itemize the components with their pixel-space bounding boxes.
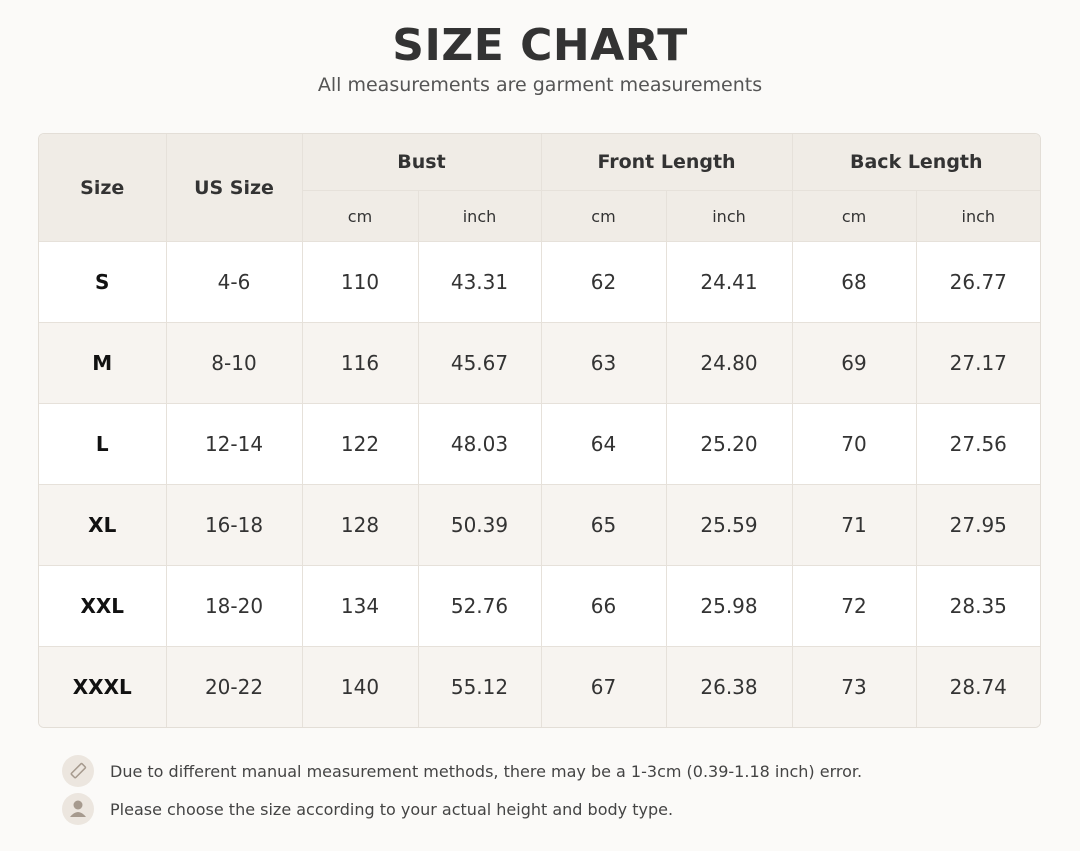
table-cell: 68 — [791, 241, 917, 323]
table-cell: 71 — [791, 484, 917, 566]
table-cell: 24.80 — [665, 322, 793, 404]
unit-header: cm — [791, 190, 917, 242]
table-row: XL 16-18 128 50.39 65 25.59 71 27.95 — [39, 484, 1040, 566]
table-cell: 122 — [301, 403, 419, 485]
table-cell: 116 — [301, 322, 419, 404]
unit-header: cm — [302, 190, 419, 242]
column-header: Size — [39, 134, 167, 242]
note: Due to different manual measurement meth… — [62, 755, 862, 787]
table-cell: 50.39 — [417, 484, 542, 566]
size-cell: XL — [39, 484, 167, 566]
unit-header: inch — [665, 190, 793, 242]
table-cell: 63 — [540, 322, 667, 404]
person-icon — [62, 793, 94, 825]
size-cell: XXXL — [39, 646, 167, 727]
table-cell: 24.41 — [665, 241, 793, 323]
table-cell: 48.03 — [417, 403, 542, 485]
table-cell: 28.35 — [915, 565, 1040, 647]
size-cell: L — [39, 403, 167, 485]
table-cell: 25.98 — [665, 565, 793, 647]
size-table-container: Size US Size Bust Front Length Back Length cm… — [38, 133, 1041, 728]
table-row: L 12-14 122 48.03 64 25.20 70 27.56 — [39, 403, 1040, 485]
ruler-icon — [62, 755, 94, 787]
subtitle: All measurements are garment measurement… — [317, 74, 763, 96]
table-cell: 4-6 — [165, 241, 303, 323]
table-cell: 52.76 — [417, 565, 542, 647]
table-cell: 26.38 — [665, 646, 793, 727]
table-cell: 27.56 — [915, 403, 1040, 485]
table-header: Size US Size Bust Front Length Back Length cm… — [39, 134, 1040, 242]
table-cell: 55.12 — [417, 646, 542, 727]
size-table: Size US Size Bust Front Length Back Length cm… — [39, 134, 1040, 727]
column-header: US Size — [165, 134, 303, 242]
table-cell: 25.59 — [665, 484, 793, 566]
group-header: Back Length — [791, 134, 1040, 191]
table-cell: 66 — [540, 565, 667, 647]
unit-header: inch — [417, 190, 542, 242]
table-cell: 73 — [791, 646, 917, 727]
unit-header: cm — [540, 190, 667, 242]
table-cell: 8-10 — [165, 322, 303, 404]
table-body: S 4-6 110 43.31 62 24.41 68 26.77 M 8-10 116 45.67 6… — [39, 241, 1040, 727]
table-row: XXXL 20-22 140 55.12 67 26.38 73 28.74 — [39, 646, 1040, 727]
table-cell: 20-22 — [165, 646, 303, 727]
size-cell: S — [39, 241, 167, 323]
size-cell: XXL — [39, 565, 167, 647]
unit-header: inch — [915, 190, 1040, 242]
table-row: M 8-10 116 45.67 63 24.80 69 27.17 — [39, 322, 1040, 404]
table-cell: 64 — [540, 403, 667, 485]
note: Please choose the size according to your… — [62, 793, 673, 825]
table-cell: 16-18 — [165, 484, 303, 566]
table-cell: 134 — [301, 565, 419, 647]
group-header: Front Length — [540, 134, 793, 191]
table-cell: 65 — [540, 484, 667, 566]
table-cell: 26.77 — [915, 241, 1040, 323]
table-cell: 67 — [540, 646, 667, 727]
header-row: Size US Size Bust Front Length Back Length — [39, 134, 1040, 242]
table-cell: 72 — [791, 565, 917, 647]
table-cell: 28.74 — [915, 646, 1040, 727]
table-row: XXL 18-20 134 52.76 66 25.98 72 28.35 — [39, 565, 1040, 647]
size-cell: M — [39, 322, 167, 404]
table-cell: 18-20 — [165, 565, 303, 647]
table-cell: 12-14 — [165, 403, 303, 485]
group-header: Bust — [301, 134, 542, 191]
table-cell: 128 — [301, 484, 419, 566]
table-cell: 70 — [791, 403, 917, 485]
table-cell: 110 — [301, 241, 419, 323]
table-row: S 4-6 110 43.31 62 24.41 68 26.77 — [39, 241, 1040, 323]
table-cell: 69 — [791, 322, 917, 404]
unit-row: cm inch cm inch cm inch — [39, 190, 1040, 242]
table-cell: 25.20 — [665, 403, 793, 485]
table-cell: 45.67 — [417, 322, 542, 404]
table-cell: 27.95 — [915, 484, 1040, 566]
table-cell: 27.17 — [915, 322, 1040, 404]
note-text: Please choose the size according to your… — [110, 799, 674, 819]
note-text: Due to different manual measurement meth… — [110, 761, 863, 781]
table-cell: 140 — [301, 646, 419, 727]
title: SIZE CHART — [392, 20, 688, 71]
table-cell: 62 — [540, 241, 667, 323]
table-cell: 43.31 — [417, 241, 542, 323]
